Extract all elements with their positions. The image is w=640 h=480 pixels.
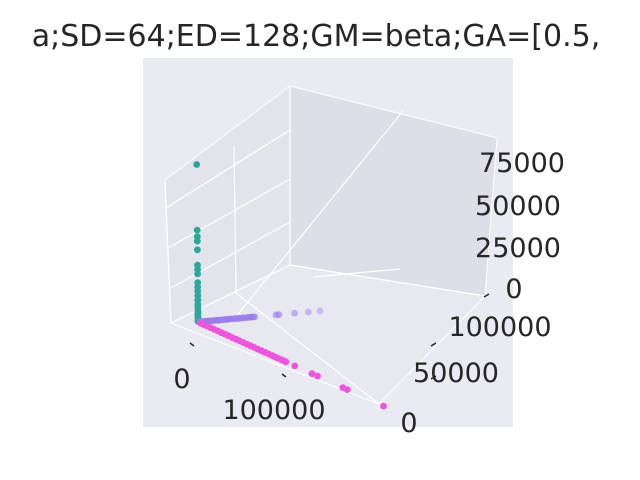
scatter-point — [291, 362, 299, 370]
grid-line — [229, 110, 404, 325]
tick-label: 75000 — [479, 148, 565, 179]
tick-label: 50000 — [413, 358, 499, 389]
scatter-point — [272, 311, 280, 319]
grid-line — [170, 221, 291, 289]
tick-label: 100000 — [222, 395, 325, 426]
scatter-point — [304, 308, 312, 316]
tick-label: 0 — [505, 274, 522, 305]
tick-label: 100000 — [448, 312, 551, 343]
tick-mark — [281, 373, 287, 378]
scatter-point — [314, 372, 321, 380]
tick-label: 0 — [173, 364, 190, 395]
grid-line — [167, 178, 291, 249]
grid-lines — [164, 86, 486, 405]
scatter-point — [194, 246, 201, 254]
grid-line — [165, 129, 291, 209]
grid-line — [233, 145, 237, 294]
scatter-point — [197, 319, 205, 327]
scatter-point — [193, 161, 201, 168]
scatter-point — [316, 307, 324, 315]
grid-line — [235, 292, 380, 405]
tick-mark — [189, 342, 195, 347]
scatter-points — [193, 161, 387, 410]
tick-mark — [483, 293, 490, 298]
scatter-point — [380, 402, 387, 410]
grid-line — [289, 264, 486, 297]
scatter-point — [193, 237, 201, 245]
tick-mark — [430, 375, 437, 380]
scatter-point — [308, 370, 316, 378]
scatter-point — [194, 270, 202, 278]
tick-labels: 0 100000 0 50000 100000 0 25000 50000 75000 — [173, 148, 565, 439]
grid-line — [312, 268, 401, 278]
axis-ticks — [189, 293, 490, 380]
scatter-point — [339, 384, 347, 391]
scatter-point — [193, 226, 201, 234]
chart-title: a;SD=64;ED=128;GM=beta;GA=[0.5, — [32, 19, 601, 54]
tick-label: 25000 — [475, 233, 561, 264]
grid-line — [164, 179, 172, 324]
tick-label: 50000 — [475, 191, 561, 222]
tick-label: 0 — [400, 408, 417, 439]
tick-mark — [430, 342, 437, 347]
grid-line — [170, 264, 291, 324]
scatter-point — [291, 309, 298, 317]
